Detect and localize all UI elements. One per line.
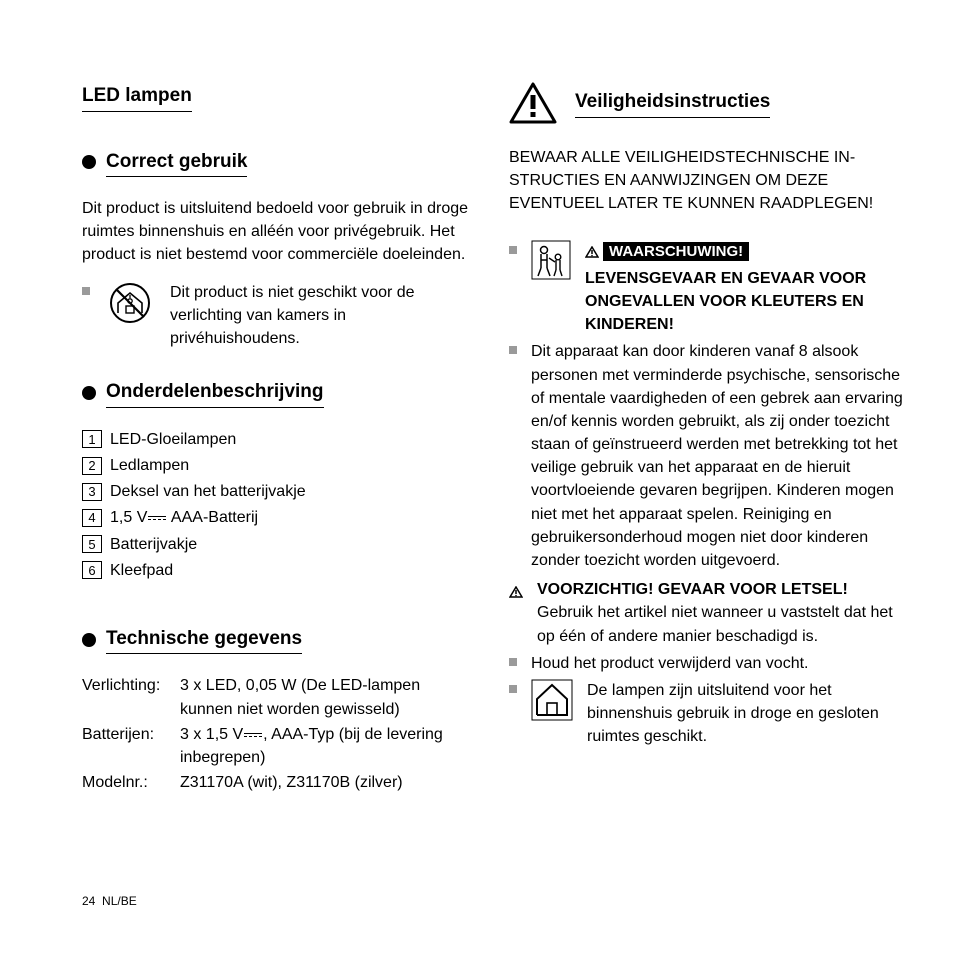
bullet-text: Houd het product verwijderd van vocht. — [531, 652, 808, 675]
icon-note-text: Dit product is niet geschikt voor de ver… — [170, 281, 477, 351]
indoor-use-icon — [531, 679, 573, 721]
page-footer: 24 NL/BE — [82, 893, 137, 910]
tech-value: 3 x 1,5 V, AAA-Typ (bij de levering inbe… — [180, 723, 477, 769]
page-number: 24 — [82, 894, 95, 908]
bullet-text: Dit apparaat kan door kinderen vanaf 8 a… — [531, 340, 904, 572]
part-number: 6 — [82, 561, 102, 579]
dc-symbol-icon — [148, 516, 166, 520]
tech-row: Verlichting: 3 x LED, 0,05 W (De LED-lam… — [82, 674, 477, 720]
safety-bullet: Houd het product verwijderd van vocht. — [509, 652, 904, 675]
warning-triangle-icon — [509, 82, 557, 124]
section-parts: Onderdelenbeschrijving — [82, 378, 477, 408]
part-label: Batterijvakje — [110, 533, 197, 556]
keep-instructions-notice: BEWAAR ALLE VEILIGHEIDSTECHNISCHE IN­STR… — [509, 146, 904, 216]
square-bullet-icon — [509, 246, 517, 254]
caution-block: VOORZICHTIG! GEVAAR VOOR LETSEL! Gebruik… — [509, 578, 904, 648]
tech-label: Verlichting: — [82, 674, 180, 720]
tech-label: Modelnr.: — [82, 771, 180, 794]
warning-badge: WAARSCHUWING! — [603, 242, 749, 261]
part-item: 1 LED-Gloeilampen — [82, 428, 477, 451]
tech-value: Z31170A (wit), Z31170B (zilver) — [180, 771, 477, 794]
caution-heading: VOORZICHTIG! GEVAAR VOOR LETSEL! — [537, 581, 848, 598]
tech-row: Batterijen: 3 x 1,5 V, AAA-Typ (bij de l… — [82, 723, 477, 769]
section-correct-use: Correct gebruik — [82, 148, 477, 178]
part-item: 4 1,5 V AAA-Batterij — [82, 506, 477, 529]
safety-bullet: Dit apparaat kan door kinderen vanaf 8 a… — [509, 340, 904, 572]
no-room-lighting-icon — [108, 281, 152, 325]
part-number: 3 — [82, 483, 102, 501]
part-item: 6 Kleefpad — [82, 559, 477, 582]
tech-label: Batterijen: — [82, 723, 180, 769]
page-lang: NL/BE — [102, 894, 137, 908]
part-label: 1,5 V AAA-Batterij — [110, 506, 258, 529]
square-bullet-icon — [82, 287, 90, 295]
indoor-text: De lampen zijn uitsluitend voor het binn… — [587, 679, 904, 749]
warning-text: WAARSCHUWING! LEVENSGEVAAR EN GEVAAR VOO… — [585, 240, 904, 337]
part-label: Ledlampen — [110, 454, 189, 477]
caution-body: Gebruik het artikel niet wanneer u vasts… — [537, 601, 904, 647]
part-item: 3 Deksel van het batterijvakje — [82, 480, 477, 503]
parts-list: 1 LED-Gloeilampen 2 Ledlampen 3 Deksel van … — [82, 428, 477, 585]
not-for-lighting-note: Dit product is niet geschikt voor de ver… — [82, 281, 477, 351]
part-number: 4 — [82, 509, 102, 527]
correct-use-para: Dit product is uitsluitend bedoeld voor … — [82, 197, 477, 267]
section-heading: Correct gebruik — [106, 148, 247, 178]
section-heading: Onderdelenbeschrijving — [106, 378, 324, 408]
part-number: 1 — [82, 430, 102, 448]
section-heading: Technische gegevens — [106, 625, 302, 655]
part-label: Deksel van het batterijvakje — [110, 480, 306, 503]
dc-symbol-icon — [244, 733, 262, 737]
part-item: 5 Batterijvakje — [82, 533, 477, 556]
square-bullet-icon — [509, 346, 517, 354]
right-column: Veiligheidsinstructies BEWAAR ALLE VEILI… — [509, 82, 904, 914]
part-label: LED-Gloeilampen — [110, 428, 236, 451]
indoor-use-note: De lampen zijn uitsluitend voor het binn… — [509, 679, 904, 749]
square-bullet-icon — [509, 658, 517, 666]
part-item: 2 Ledlampen — [82, 454, 477, 477]
left-column: LED lampen Correct gebruik Dit product i… — [82, 82, 477, 914]
square-bullet-icon — [509, 685, 517, 693]
part-label: Kleefpad — [110, 559, 173, 582]
warning-bold-line: LEVENSGEVAAR EN GEVAAR VOOR ONGEVALLEN V… — [585, 267, 904, 337]
tech-row: Modelnr.: Z31170A (wit), Z31170B (zilver… — [82, 771, 477, 794]
small-warning-triangle-icon — [509, 582, 523, 605]
safety-header: Veiligheidsinstructies — [509, 82, 904, 124]
safety-title: Veiligheidsinstructies — [575, 88, 770, 118]
bullet-icon — [82, 155, 96, 169]
caution-text: VOORZICHTIG! GEVAAR VOOR LETSEL! Gebruik… — [537, 578, 904, 648]
page-title: LED lampen — [82, 82, 192, 112]
small-warning-triangle-icon — [585, 242, 599, 265]
tech-value: 3 x LED, 0,05 W (De LED-lampen kunnen ni… — [180, 674, 477, 720]
part-number: 5 — [82, 535, 102, 553]
section-tech-specs: Technische gegevens — [82, 625, 477, 655]
bullet-icon — [82, 386, 96, 400]
part-number: 2 — [82, 457, 102, 475]
warning-block: WAARSCHUWING! LEVENSGEVAAR EN GEVAAR VOO… — [509, 240, 904, 337]
tech-specs: Verlichting: 3 x LED, 0,05 W (De LED-lam… — [82, 674, 477, 796]
bullet-icon — [82, 633, 96, 647]
child-hazard-icon — [531, 240, 571, 280]
manual-page: LED lampen Correct gebruik Dit product i… — [0, 0, 954, 954]
